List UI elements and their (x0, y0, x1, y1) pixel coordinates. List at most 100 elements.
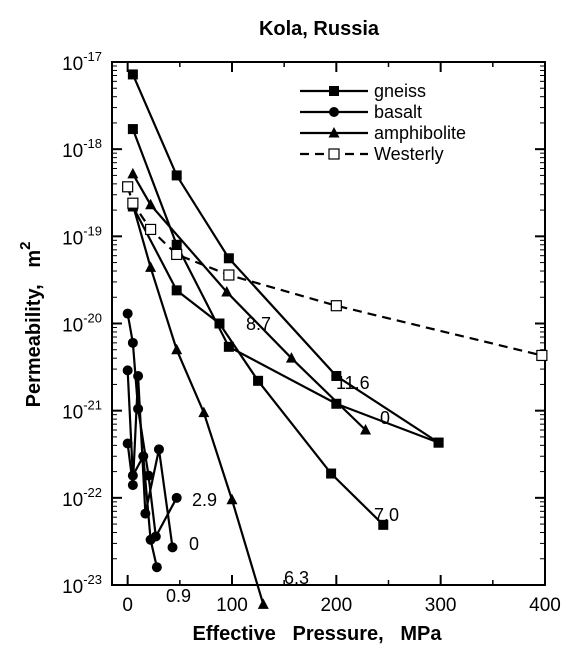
data-point (122, 181, 134, 193)
data-point (151, 562, 162, 573)
data-point (167, 542, 178, 553)
data-point (127, 69, 138, 80)
legend-entry: Westerly (300, 144, 444, 164)
data-point (171, 285, 182, 296)
data-point (127, 197, 139, 209)
data-point (326, 468, 337, 479)
y-axis-label: Permeability, m (23, 250, 45, 407)
data-point (257, 598, 269, 609)
y-tick-label: 10-20 (62, 311, 102, 337)
x-tick-label: 0 (122, 595, 133, 616)
x-tick-label: 100 (216, 595, 248, 616)
series-line (131, 173, 367, 431)
data-point (145, 534, 156, 545)
y-tick-label: 10-23 (62, 572, 102, 598)
data-point (226, 493, 238, 505)
curve-annotation: 2.9 (192, 490, 217, 510)
data-point (331, 370, 342, 381)
data-point (223, 253, 234, 264)
legend-marker (329, 107, 339, 117)
data-point (145, 198, 157, 210)
data-point (127, 337, 138, 348)
curve-annotation: 0 (189, 534, 199, 554)
series-gneiss (127, 201, 389, 530)
y-tick-label: 10-21 (62, 398, 102, 424)
data-point (223, 341, 234, 352)
series-line (131, 205, 385, 526)
data-point (138, 451, 149, 462)
data-point (214, 318, 225, 329)
plot-area (111, 61, 546, 586)
data-point (127, 167, 139, 179)
data-point (171, 239, 182, 250)
data-point (133, 403, 144, 414)
data-point (330, 300, 342, 312)
x-tick-label: 400 (529, 595, 561, 616)
series-line (131, 204, 265, 605)
legend-marker (329, 86, 339, 96)
series-gneiss (127, 124, 444, 448)
data-point (171, 343, 183, 355)
curve-annotation: 7.0 (374, 505, 399, 525)
data-point (133, 370, 144, 381)
x-tick-label: 300 (425, 595, 457, 616)
data-point (253, 375, 264, 386)
legend-label: basalt (374, 102, 422, 122)
y-tick-label: 10-18 (62, 136, 102, 162)
curve-annotation: 11.6 (336, 373, 370, 393)
data-series (122, 69, 548, 609)
legend-entry: gneiss (300, 81, 426, 101)
legend-entry: basalt (300, 102, 422, 122)
data-point (127, 124, 138, 135)
y-tick-label: 10-19 (62, 223, 102, 249)
data-point (153, 444, 164, 455)
legend-label: amphibolite (374, 123, 466, 143)
curve-annotation: 8.7 (246, 314, 271, 334)
y-axis-label-superscript: 2 (17, 242, 34, 250)
plot-frame (111, 61, 546, 586)
curve-annotation: 6.3 (284, 568, 309, 588)
data-point (127, 470, 138, 481)
data-point (122, 365, 133, 376)
data-point (171, 492, 182, 503)
curve-annotation: 0.9 (166, 586, 191, 606)
x-axis-label: Effective Pressure, MPa (192, 623, 442, 645)
data-point (171, 170, 182, 181)
series-amphibolite (127, 198, 269, 609)
data-point (536, 349, 548, 362)
svg-text:Permeability, m2: Permeability, m2 (13, 214, 45, 447)
legend-marker (328, 148, 340, 160)
data-point (433, 437, 444, 448)
data-point (223, 269, 235, 281)
x-tick-label: 200 (320, 595, 352, 616)
data-point (145, 223, 157, 236)
data-point (122, 308, 133, 319)
data-point (198, 406, 210, 418)
y-tick-label: 10-22 (62, 485, 102, 511)
series-basalt (122, 365, 162, 573)
legend-marker (328, 127, 340, 138)
series-basalt (122, 308, 182, 542)
legend-label: Westerly (374, 144, 444, 164)
curve-annotations: 11.6 8.7 0 7.0 2.9 0 6.3 0.9 (166, 314, 399, 606)
data-point (285, 352, 297, 363)
legend-entry: amphibolite (300, 123, 466, 143)
data-point (171, 248, 183, 261)
series-amphibolite (127, 167, 372, 435)
chart-title: Kola, Russia (259, 18, 380, 40)
data-point (360, 424, 372, 435)
x-axis-ticks: 0 100 200 300 400 (122, 62, 561, 616)
series-westerly (122, 181, 548, 362)
y-axis-label-group: Permeability, m2 (13, 214, 45, 447)
y-tick-label: 10-17 (62, 49, 102, 75)
data-point (145, 261, 157, 272)
data-point (331, 398, 342, 409)
data-point (221, 285, 233, 297)
y-axis-ticks: 10-17 10-18 10-19 10-20 10-21 10-22 10-23 (62, 49, 545, 598)
curve-annotation: 0 (380, 408, 390, 428)
data-point (378, 519, 389, 530)
data-point (127, 480, 138, 491)
legend-label: gneiss (374, 81, 426, 101)
